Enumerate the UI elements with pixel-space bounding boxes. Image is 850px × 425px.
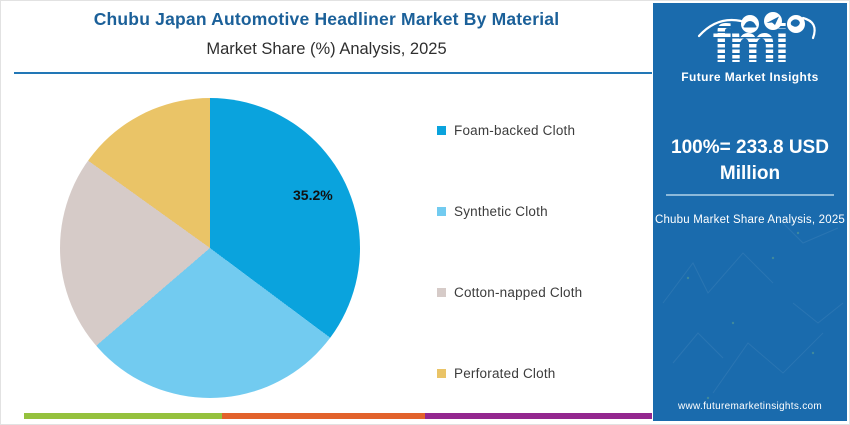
page-subtitle: Market Share (%) Analysis, 2025 xyxy=(206,40,447,58)
website-link[interactable]: www.futuremarketinsights.com xyxy=(677,401,822,412)
legend-marker xyxy=(437,126,446,135)
fmi-logo-icons xyxy=(697,12,816,40)
globe-icon xyxy=(787,15,805,33)
legend-label: Cotton-napped Cloth xyxy=(454,285,583,300)
legend-marker xyxy=(437,288,446,297)
brand-sidebar: fmi Future Market Insights 100%= 233.8 U… xyxy=(653,3,847,421)
sidebar-caption: Chubu Market Share Analysis, 2025 xyxy=(654,214,846,226)
fmi-logo-subtext: Future Market Insights xyxy=(681,70,819,84)
legend-item: Cotton-napped Cloth xyxy=(437,285,582,300)
fmi-logo: fmi Future Market Insights xyxy=(653,9,847,89)
legend-label: Perforated Cloth xyxy=(454,366,556,381)
legend-marker xyxy=(437,369,446,378)
page-title: Chubu Japan Automotive Headliner Market … xyxy=(93,9,560,29)
pie-chart xyxy=(60,98,360,398)
legend-marker xyxy=(437,207,446,216)
legend-item: Foam-backed Cloth xyxy=(437,123,575,138)
title-underline xyxy=(14,72,652,74)
plane-icon xyxy=(764,12,782,30)
footer-color-bar xyxy=(24,413,652,419)
chart-legend: Foam-backed Cloth Synthetic Cloth Cotton… xyxy=(437,0,647,400)
footer-bar-green xyxy=(24,413,222,419)
legend-label: Foam-backed Cloth xyxy=(454,123,576,138)
legend-item: Synthetic Cloth xyxy=(437,204,548,219)
pie-slice-label: 35.2% xyxy=(293,187,333,203)
legend-label: Synthetic Cloth xyxy=(454,204,548,219)
footer-bar-orange xyxy=(222,413,425,419)
logo-arc-left xyxy=(697,18,743,38)
sidebar-divider xyxy=(666,194,834,196)
legend-item: Perforated Cloth xyxy=(437,366,556,381)
footer-bar-purple xyxy=(425,413,652,419)
market-total-stat: 100%= 233.8 USD Million xyxy=(671,137,829,184)
car-icon xyxy=(741,15,759,33)
fmi-logo-text: fmi xyxy=(653,17,847,71)
logo-arc-right xyxy=(801,16,816,40)
